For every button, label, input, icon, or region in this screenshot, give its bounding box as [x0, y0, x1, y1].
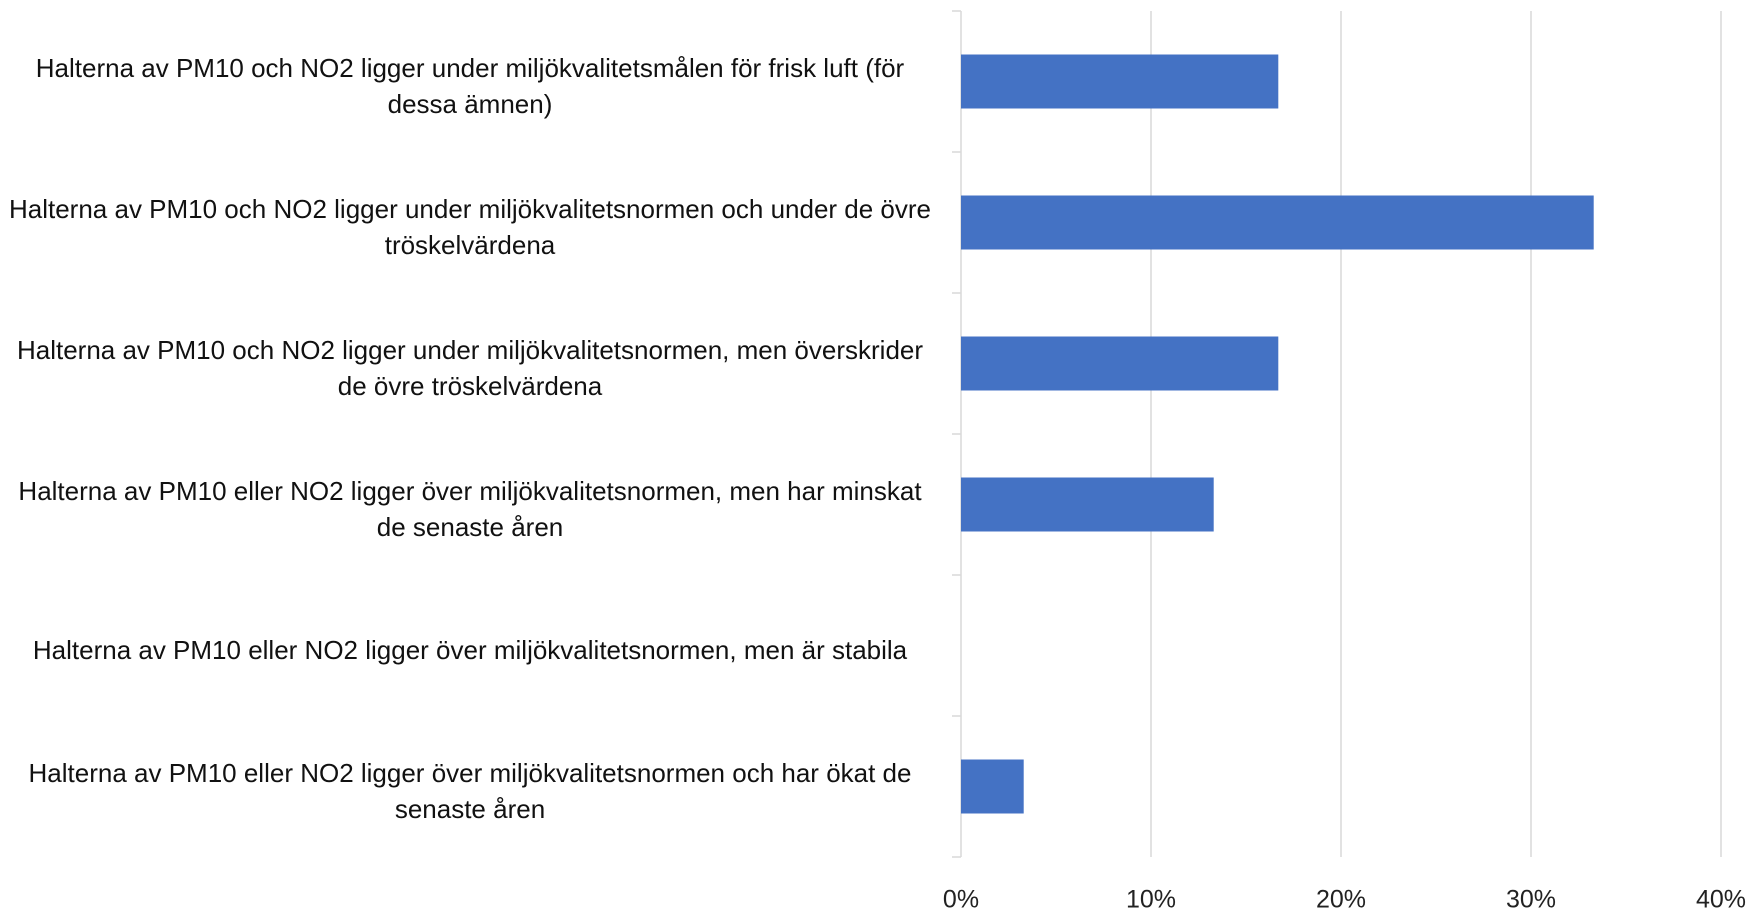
bar — [961, 54, 1279, 109]
x-tick-label: 40% — [1696, 886, 1746, 913]
y-tick-label: Halterna av PM10 och NO2 ligger under mi… — [35, 52, 905, 119]
bar — [961, 477, 1214, 532]
y-tick-label: Halterna av PM10 och NO2 ligger under mi… — [8, 193, 932, 260]
x-tick-label: 10% — [1126, 886, 1176, 913]
bar — [961, 336, 1279, 391]
x-tick-label: 20% — [1316, 886, 1366, 913]
y-tick-label: Halterna av PM10 och NO2 ligger under mi… — [16, 334, 924, 401]
x-tick-label: 30% — [1506, 886, 1556, 913]
x-tick-label: 0% — [943, 886, 979, 913]
y-tick-label: Halterna av PM10 eller NO2 ligger över m… — [28, 757, 912, 824]
y-tick-label: Halterna av PM10 eller NO2 ligger över m… — [18, 475, 922, 542]
y-tick-label: Halterna av PM10 eller NO2 ligger över m… — [32, 634, 908, 665]
bar — [961, 195, 1594, 250]
bar — [961, 759, 1024, 814]
